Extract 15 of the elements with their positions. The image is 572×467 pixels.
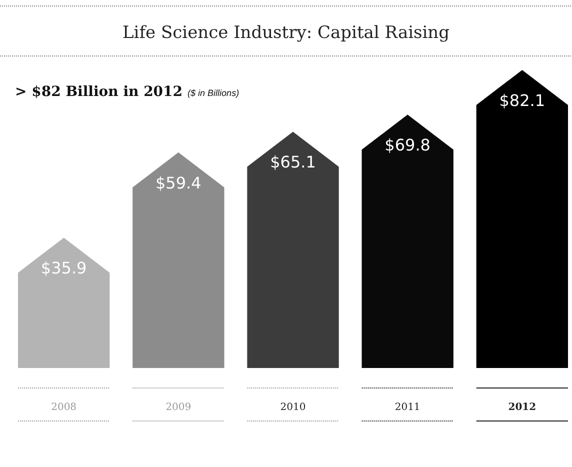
y-axis-title: ($ in Billions) <box>188 88 240 98</box>
bar <box>476 70 568 368</box>
data-label: $35.9 <box>40 258 87 278</box>
x-tick-label: 2011 <box>394 402 420 413</box>
x-tick-label: 2012 <box>508 402 536 413</box>
x-tick-label: 2010 <box>280 402 306 413</box>
x-tick-label: 2009 <box>166 402 192 413</box>
data-label: $59.4 <box>156 173 202 192</box>
data-label: $65.1 <box>270 152 316 172</box>
x-tick-label: 2008 <box>51 402 77 413</box>
bar <box>362 114 454 368</box>
data-label: $69.8 <box>384 136 430 155</box>
text: > $82 Billion in 2012 <box>15 84 183 100</box>
data-label: $82.1 <box>499 91 546 110</box>
chart-title: Life Science Industry: Capital Raising <box>122 23 450 43</box>
